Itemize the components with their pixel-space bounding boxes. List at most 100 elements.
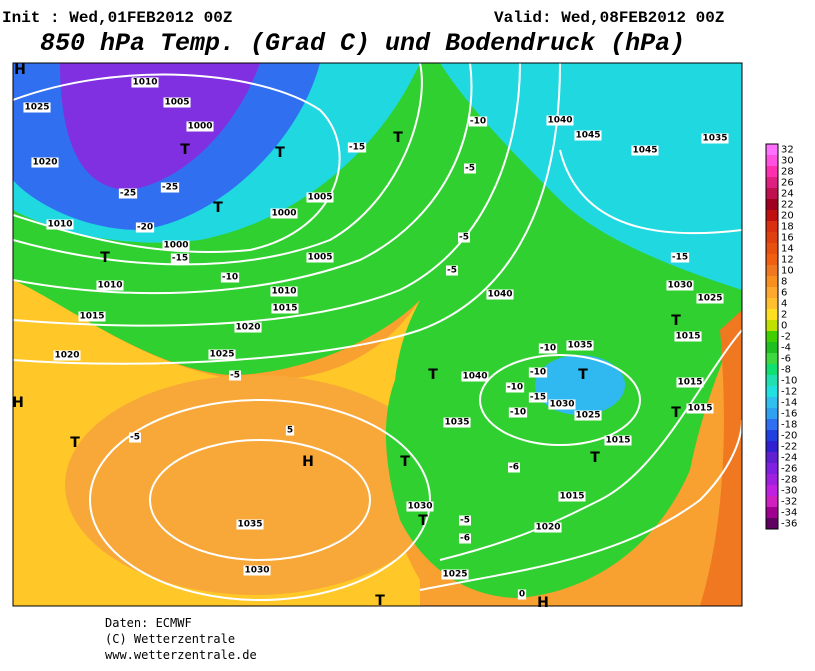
colorbar-label: 8 <box>781 277 787 288</box>
label-box <box>686 403 714 414</box>
isoline-label: 1010 <box>271 287 296 297</box>
label-box <box>528 392 548 403</box>
label-box <box>31 157 59 168</box>
colorbar-label: 30 <box>781 156 794 167</box>
colorbar-label: 24 <box>781 189 794 200</box>
colorbar-swatch <box>766 287 778 298</box>
pressure-center: T <box>100 250 110 266</box>
label-box <box>78 311 106 322</box>
label-box <box>574 130 602 141</box>
isoline-label: -5 <box>460 516 470 526</box>
pressure-center: H <box>12 395 24 411</box>
colorbar-swatch <box>766 254 778 265</box>
init-time: Init : Wed,01FEB2012 00Z <box>2 9 232 27</box>
label-box <box>486 289 514 300</box>
label-box <box>505 382 525 393</box>
colorbar-swatch <box>766 353 778 364</box>
colorbar-label: -34 <box>781 508 797 519</box>
label-box <box>162 240 190 251</box>
colorbar-label: -2 <box>781 332 791 343</box>
label-box <box>270 208 298 219</box>
pressure-center: T <box>70 435 80 451</box>
label-box <box>163 97 191 108</box>
isoline-label: 1000 <box>187 122 212 132</box>
label-box <box>306 192 334 203</box>
isoline-label: 1025 <box>575 411 600 421</box>
isoline-label: 1030 <box>407 502 432 512</box>
label-box <box>208 349 236 360</box>
label-box <box>443 417 471 428</box>
label-box <box>236 519 264 530</box>
colorbar-swatch <box>766 518 778 529</box>
isoline-label: -15 <box>530 393 546 403</box>
pressure-center: T <box>671 313 681 329</box>
isoline-label: -6 <box>460 534 470 544</box>
colorbar-swatch <box>766 397 778 408</box>
label-box <box>458 232 470 243</box>
colorbar-swatch <box>766 298 778 309</box>
map-frame <box>12 62 743 607</box>
colorbar-frame <box>765 143 779 530</box>
label-box <box>459 533 471 544</box>
pressure-center: T <box>275 145 285 161</box>
colorbar-swatch <box>766 221 778 232</box>
label-box <box>285 425 295 436</box>
colorbar-swatch <box>766 166 778 177</box>
colorbar-swatch <box>766 386 778 397</box>
isoline-label: 1015 <box>559 492 584 502</box>
colorbar-label: 26 <box>781 178 794 189</box>
colorbar-swatch <box>766 474 778 485</box>
label-box <box>528 367 548 378</box>
label-box <box>670 252 690 263</box>
label-box <box>696 293 724 304</box>
colorbar-swatch <box>766 265 778 276</box>
isoline-label: 1015 <box>675 332 700 342</box>
isoline-label: 1005 <box>164 98 189 108</box>
isoline-label: -10 <box>507 383 523 393</box>
isoline-label: 1020 <box>54 351 79 361</box>
label-box <box>229 370 241 381</box>
label-box <box>461 371 489 382</box>
isoline-label: -5 <box>465 164 475 174</box>
colorbar-label: 0 <box>781 321 787 332</box>
pressure-center: H <box>302 454 314 470</box>
label-box <box>234 322 262 333</box>
colorbar-swatch <box>766 375 778 386</box>
label-box <box>674 331 702 342</box>
isoline-label: 1035 <box>567 341 592 351</box>
colorbar-swatch <box>766 243 778 254</box>
colorbar-label: 16 <box>781 233 794 244</box>
isoline-label: 1020 <box>32 158 57 168</box>
isoline-label: -15 <box>349 143 365 153</box>
pressure-center: T <box>590 450 600 466</box>
isoline-label: 1005 <box>307 253 332 263</box>
colorbar-label: -24 <box>781 453 797 464</box>
label-box <box>441 569 469 580</box>
colorbar-swatch <box>766 276 778 287</box>
isoline-label: -6 <box>509 463 519 473</box>
label-box <box>534 522 562 533</box>
pressure-center: T <box>578 367 588 383</box>
colorbar-swatch <box>766 199 778 210</box>
colorbar-swatch <box>766 364 778 375</box>
label-box <box>243 565 271 576</box>
colorbar-label: 32 <box>781 145 794 156</box>
label-box <box>347 142 367 153</box>
colorbar-label: 12 <box>781 255 794 266</box>
isoline-label: 1035 <box>702 134 727 144</box>
isoline-label: 5 <box>287 426 293 436</box>
isoline-label: 1040 <box>547 116 572 126</box>
colorbar-label: -32 <box>781 497 797 508</box>
colorbar-swatch <box>766 155 778 166</box>
isoline-label: -5 <box>130 433 140 443</box>
pressure-center: H <box>14 62 26 78</box>
isoline-label: 1015 <box>272 304 297 314</box>
valid-time: Valid: Wed,08FEB2012 00Z <box>494 9 724 27</box>
isoline-label: 1045 <box>575 131 600 141</box>
isoline-label: 1005 <box>307 193 332 203</box>
isoline-label: -10 <box>470 117 486 127</box>
isoline-label: 1000 <box>163 241 188 251</box>
colorbar-label: -10 <box>781 376 797 387</box>
label-box <box>574 410 602 421</box>
